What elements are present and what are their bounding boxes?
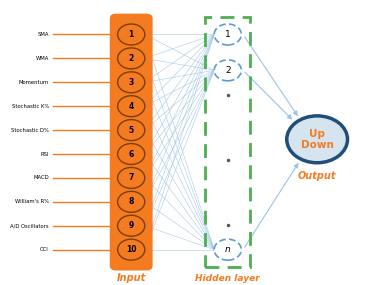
Text: Stochastic K%: Stochastic K%: [12, 104, 49, 109]
Text: Output: Output: [298, 171, 337, 181]
Text: MACD: MACD: [33, 176, 49, 180]
Circle shape: [118, 72, 145, 93]
Text: 10: 10: [126, 245, 137, 254]
Circle shape: [118, 239, 145, 260]
Text: WMA: WMA: [36, 56, 49, 61]
Text: Input: Input: [116, 272, 146, 282]
Text: Momentum: Momentum: [19, 80, 49, 85]
Text: 1: 1: [128, 30, 134, 39]
Circle shape: [118, 120, 145, 141]
Text: 2: 2: [128, 54, 134, 63]
Text: A/D Oscillators: A/D Oscillators: [10, 223, 49, 228]
Text: 2: 2: [225, 66, 231, 75]
FancyBboxPatch shape: [111, 14, 152, 270]
Circle shape: [118, 24, 145, 45]
Text: SMA: SMA: [38, 32, 49, 37]
Circle shape: [214, 60, 241, 81]
Circle shape: [118, 191, 145, 212]
Text: William's R%: William's R%: [15, 199, 49, 204]
Text: Stochastic D%: Stochastic D%: [11, 128, 49, 133]
Text: 4: 4: [128, 102, 134, 111]
Circle shape: [287, 116, 347, 163]
Text: 1: 1: [225, 30, 231, 39]
Text: 5: 5: [128, 126, 134, 135]
Circle shape: [118, 168, 145, 188]
Circle shape: [118, 48, 145, 69]
Text: Hidden layer: Hidden layer: [195, 274, 260, 283]
Text: n: n: [225, 245, 231, 254]
Circle shape: [214, 239, 241, 260]
Text: CCI: CCI: [40, 247, 49, 252]
Circle shape: [214, 24, 241, 45]
Text: 7: 7: [128, 174, 134, 182]
Circle shape: [118, 215, 145, 236]
Text: 6: 6: [128, 150, 134, 158]
Circle shape: [118, 96, 145, 117]
Text: 8: 8: [128, 197, 134, 206]
Text: Up
Down: Up Down: [301, 129, 334, 150]
Text: 3: 3: [128, 78, 134, 87]
Text: 9: 9: [128, 221, 134, 230]
Circle shape: [118, 144, 145, 164]
Text: RSI: RSI: [41, 152, 49, 156]
